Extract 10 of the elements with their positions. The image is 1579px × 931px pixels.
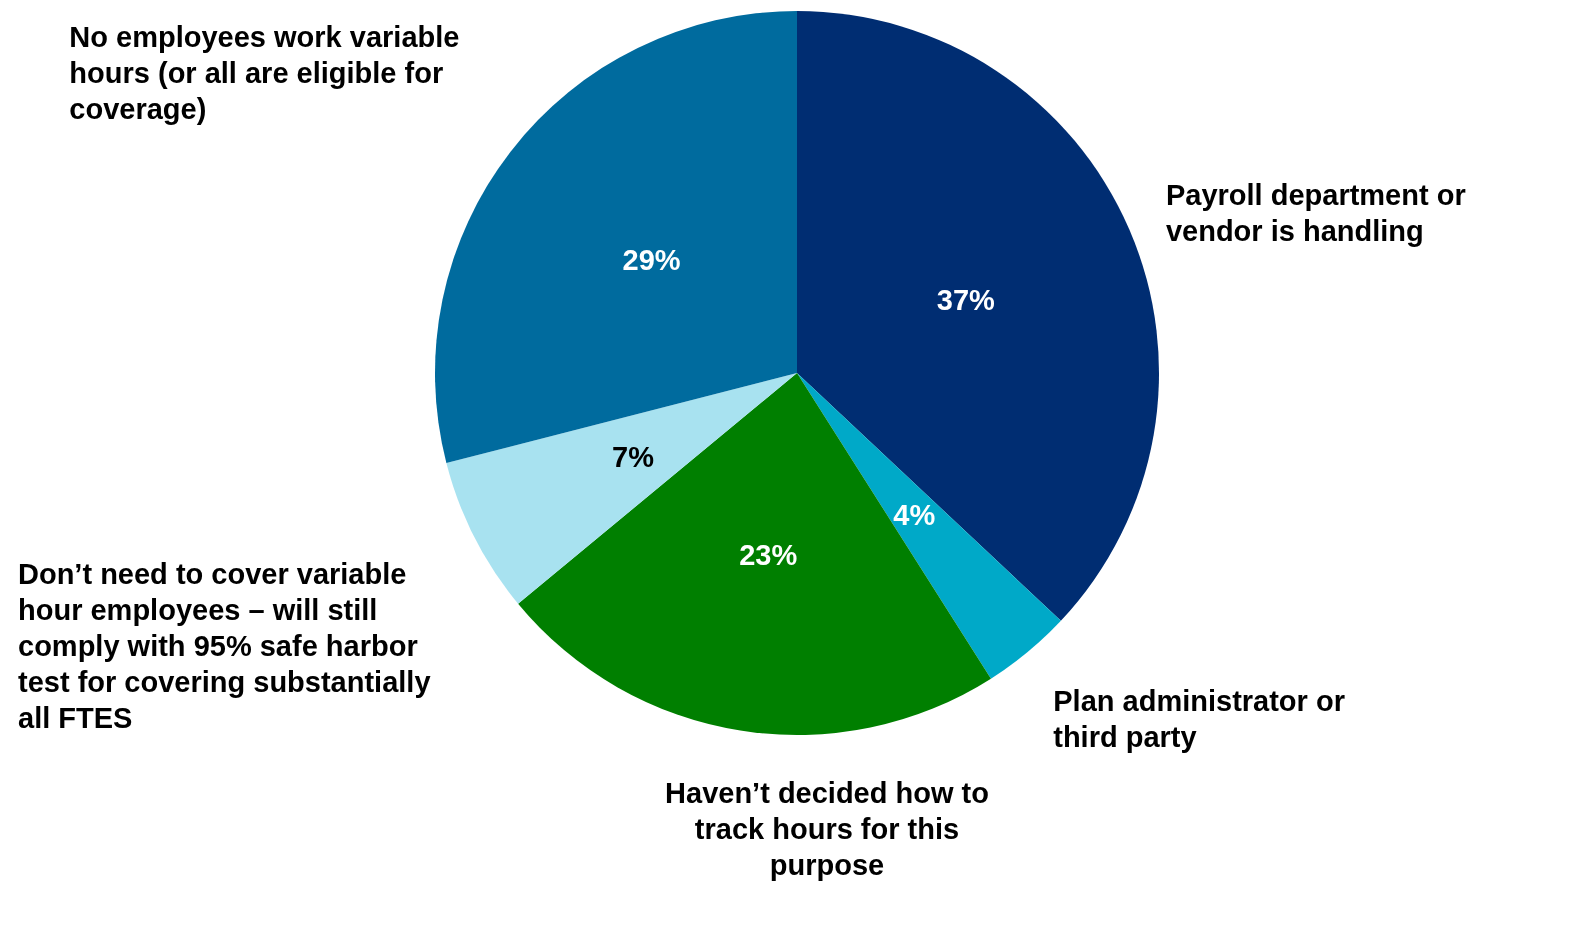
data-label: 4% [893,498,936,531]
data-label: 37% [936,283,996,316]
slice-label: Plan administrator or third party [1053,684,1353,753]
data-label: 23% [739,538,798,571]
slice-label: Haven’t decided how to track hours for this purpose [665,777,989,881]
slice-label: Don’t need to cover variable hour employees – will still comply with 95% safe harbor test for covering substantially all FTES [18,557,439,734]
slice-label: Payroll department or vendor is handling [1165,179,1474,248]
data-label: 29% [622,244,681,277]
data-label: 7% [612,440,655,473]
slice-label: No employees work variable hours (or all are eligible for coverage) [69,20,468,125]
